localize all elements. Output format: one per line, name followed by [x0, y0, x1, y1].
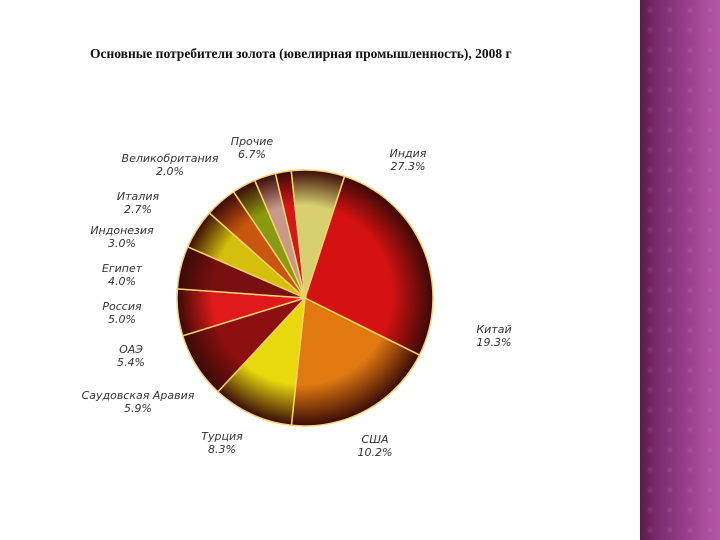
slice-label: Египет — [102, 262, 143, 275]
slice-value-label: 10.2% — [358, 446, 393, 459]
slice-label: Великобритания — [122, 152, 219, 165]
slice-value-label: 5.9% — [124, 402, 152, 415]
slice-label: ОАЭ — [119, 343, 143, 356]
slice-value-label: 2.7% — [124, 203, 152, 216]
slice-label: Италия — [117, 190, 160, 203]
slice-label: США — [362, 433, 389, 446]
slice-label: Турция — [201, 430, 243, 443]
chart-title: Основные потребители золота (ювелирная п… — [90, 46, 512, 61]
slice-value-label: 27.3% — [391, 160, 426, 173]
slice-label: Китай — [476, 323, 511, 336]
slice-value-label: 5.4% — [117, 356, 145, 369]
slice-label: Индия — [390, 147, 427, 160]
slice-value-label: 3.0% — [108, 237, 136, 250]
slice-value-label: 2.0% — [156, 165, 184, 178]
slice-label: Саудовская Аравия — [82, 389, 195, 402]
slices-layer — [176, 169, 434, 427]
slice-value-label: 8.3% — [208, 443, 236, 456]
slice-label: Россия — [102, 300, 142, 313]
pie-rim — [176, 169, 434, 427]
slice-value-label: 4.0% — [108, 275, 136, 288]
slice-label: Индонезия — [90, 224, 154, 237]
slice-label: Прочие — [231, 135, 274, 148]
slice-value-label: 6.7% — [238, 148, 266, 161]
slice-value-label: 19.3% — [477, 336, 512, 349]
decorative-side-panel — [640, 0, 720, 540]
slice-value-label: 5.0% — [108, 313, 136, 326]
